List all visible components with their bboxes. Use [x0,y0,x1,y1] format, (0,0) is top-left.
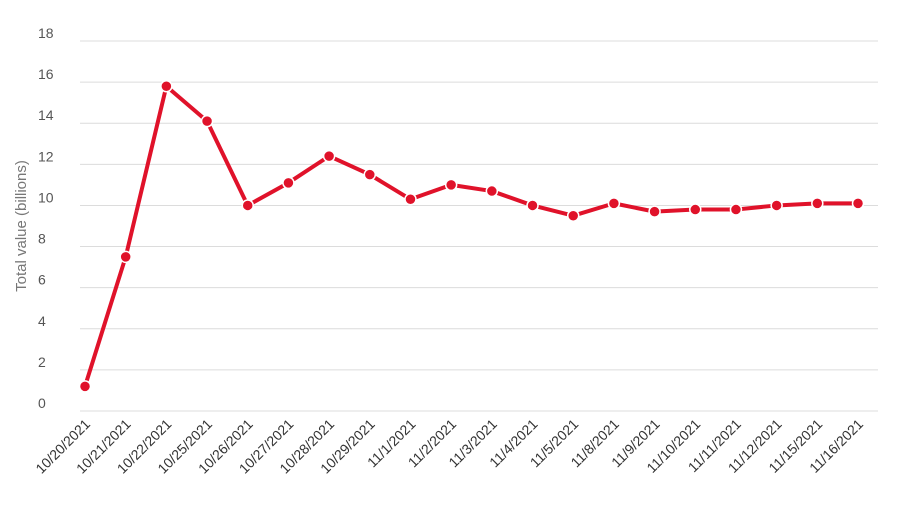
data-point [404,193,417,206]
y-tick-label: 8 [38,231,46,247]
gridlines [80,40,878,412]
x-axis-ticks: 10/20/202110/21/202110/22/202110/25/2021… [32,416,866,477]
data-point [770,199,783,212]
data-point [78,380,92,393]
series-layer [78,79,865,393]
data-point [485,184,499,198]
series-line [83,84,860,389]
y-tick-label: 14 [38,107,54,123]
data-point [282,176,295,190]
data-point [526,199,539,212]
y-tick-label: 2 [38,354,46,370]
data-point [689,203,702,216]
data-point [851,197,865,210]
data-point [444,178,458,192]
data-point [322,149,336,163]
y-tick-label: 4 [38,313,46,329]
data-point [200,114,214,128]
y-tick-label: 18 [38,25,54,41]
data-point [607,197,621,210]
y-tick-label: 12 [38,148,54,164]
y-tick-label: 16 [38,66,54,82]
data-point [241,199,254,212]
data-point [811,197,824,210]
data-point [363,168,377,181]
data-point [648,205,661,218]
data-point [729,203,743,216]
y-axis-ticks: 0 2 4 6 8 10 12 14 16 18 [38,25,54,411]
y-tick-label: 0 [38,395,46,411]
y-axis-label: Total value (billions) [13,160,30,292]
data-point [160,79,173,93]
y-tick-label: 10 [38,189,54,205]
y-tick-label: 6 [38,272,46,288]
data-point [119,250,132,264]
data-point [566,209,580,222]
